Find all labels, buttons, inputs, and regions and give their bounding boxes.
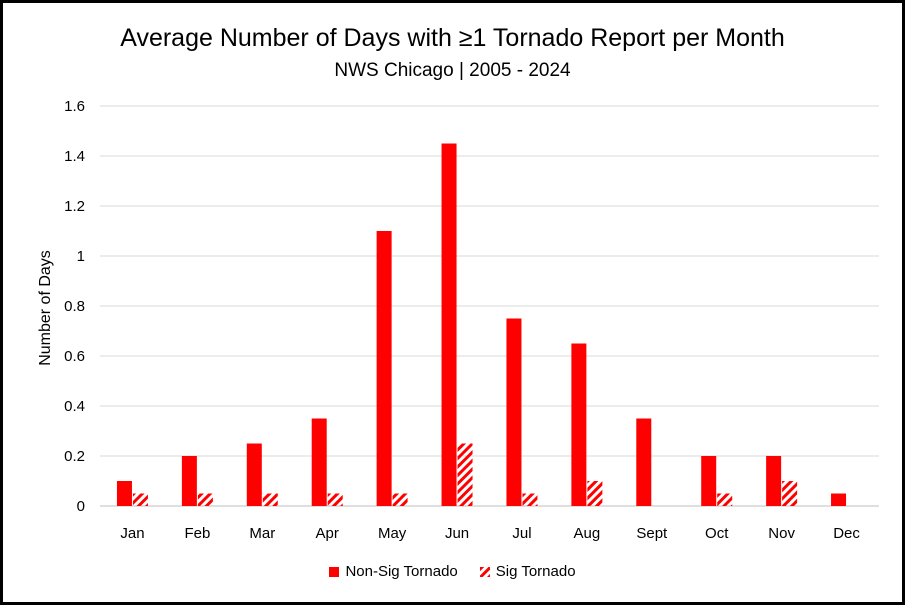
y-tick-label: 1 (77, 248, 85, 265)
bar-non-sig (246, 443, 262, 506)
y-tick-label: 1.2 (64, 198, 85, 215)
y-tick-label: 1.6 (64, 98, 85, 115)
bar-non-sig (376, 231, 392, 506)
legend-swatch-striped (479, 566, 490, 577)
x-tick-label: Jul (512, 525, 531, 542)
chart-subtitle: NWS Chicago | 2005 - 2024 (334, 60, 571, 81)
legend-item-sig: Sig Tornado (479, 563, 576, 580)
bar-sig (132, 493, 148, 506)
x-tick-label: Nov (768, 525, 795, 542)
x-tick-label: Apr (316, 525, 339, 542)
y-tick-label: 0.6 (64, 348, 85, 365)
bar-non-sig (571, 343, 587, 506)
x-tick-label: Sept (636, 525, 668, 542)
chart-title: Average Number of Days with ≥1 Tornado R… (120, 24, 785, 52)
bar-sig (587, 481, 603, 506)
x-tick-label: Jun (445, 525, 469, 542)
x-tick-label: Aug (574, 525, 601, 542)
y-tick-label: 0.4 (64, 398, 85, 415)
legend-label-non-sig: Non-Sig Tornado (345, 563, 458, 580)
bar-sig (457, 443, 473, 506)
bar-non-sig (116, 481, 132, 506)
y-tick-label: 0 (77, 498, 85, 515)
bar-non-sig (311, 418, 327, 506)
bar-sig (782, 481, 798, 506)
bar-sig (197, 493, 213, 506)
bar-non-sig (701, 456, 717, 506)
y-tick-label: 0.2 (64, 448, 85, 465)
bar-sig (392, 493, 408, 506)
bar-non-sig (181, 456, 197, 506)
plot-area: 0 0.2 0.4 0.6 0.8 1 1.2 1.4 1.6 Jan Feb Mar Apr May Ju… (37, 98, 879, 542)
legend-swatch-solid (329, 566, 340, 577)
bar-non-sig (766, 456, 782, 506)
x-tick-label: Jan (120, 525, 144, 542)
bar-sig (327, 493, 343, 506)
x-tick-label: Dec (833, 525, 860, 542)
bar-non-sig (506, 318, 522, 506)
bar-sig (522, 493, 538, 506)
y-tick-label: 0.8 (64, 298, 85, 315)
bar-non-sig (441, 143, 457, 506)
x-tick-label: May (378, 525, 407, 542)
x-tick-label: Mar (249, 525, 275, 542)
x-tick-label: Feb (184, 525, 210, 542)
legend-item-non-sig: Non-Sig Tornado (329, 563, 458, 580)
x-tick-label: Oct (705, 525, 729, 542)
bar-sig (262, 493, 278, 506)
y-axis-title: Number of Days (37, 250, 54, 366)
bar-non-sig (636, 418, 652, 506)
bar-sig (717, 493, 733, 506)
legend-label-sig: Sig Tornado (495, 563, 576, 580)
legend: Non-Sig Tornado Sig Tornado (3, 563, 902, 580)
bar-non-sig (831, 493, 847, 506)
y-tick-label: 1.4 (64, 148, 85, 165)
